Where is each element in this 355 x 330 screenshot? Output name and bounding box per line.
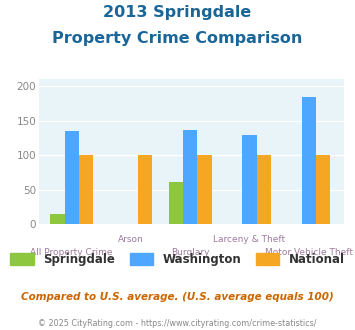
Bar xyxy=(138,154,152,224)
Bar xyxy=(316,154,330,224)
Text: Larceny & Theft: Larceny & Theft xyxy=(213,235,285,244)
Bar xyxy=(183,130,197,224)
Text: 2013 Springdale: 2013 Springdale xyxy=(103,5,252,20)
Legend: Springdale, Washington, National: Springdale, Washington, National xyxy=(10,253,345,266)
Bar xyxy=(197,154,212,224)
Text: Compared to U.S. average. (U.S. average equals 100): Compared to U.S. average. (U.S. average … xyxy=(21,292,334,302)
Bar xyxy=(79,154,93,224)
Bar xyxy=(242,135,257,224)
Text: All Property Crime: All Property Crime xyxy=(31,248,113,257)
Bar xyxy=(169,182,183,224)
Text: Burglary: Burglary xyxy=(171,248,209,257)
Bar xyxy=(257,154,271,224)
Text: Property Crime Comparison: Property Crime Comparison xyxy=(52,31,303,46)
Bar xyxy=(65,131,79,224)
Text: Motor Vehicle Theft: Motor Vehicle Theft xyxy=(265,248,353,257)
Text: Arson: Arson xyxy=(118,235,144,244)
Text: © 2025 CityRating.com - https://www.cityrating.com/crime-statistics/: © 2025 CityRating.com - https://www.city… xyxy=(38,319,317,328)
Bar xyxy=(302,97,316,224)
Bar xyxy=(50,214,65,224)
